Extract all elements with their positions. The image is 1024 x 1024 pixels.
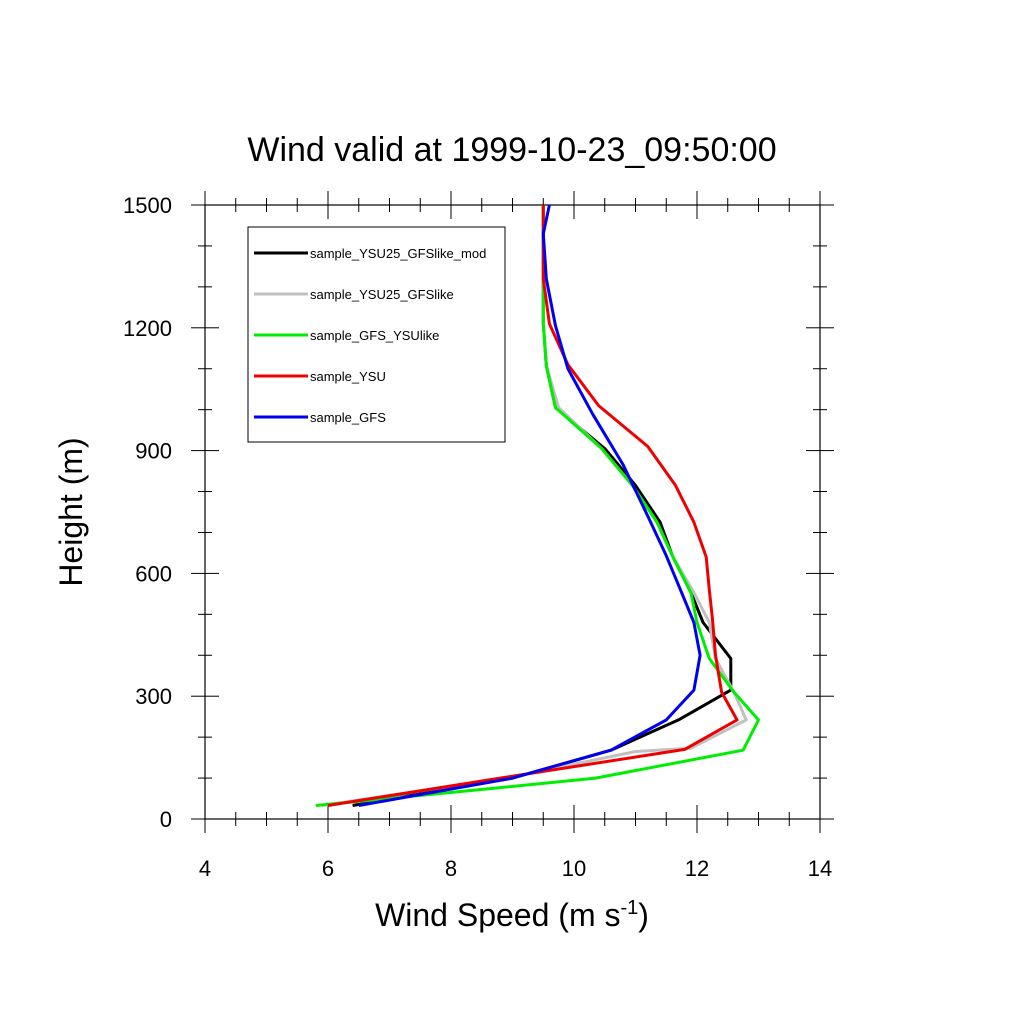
y-tick-label: 300 (135, 684, 172, 709)
legend-label: sample_GFS_YSUlike (310, 328, 439, 343)
y-tick-label: 600 (135, 561, 172, 586)
legend-label: sample_YSU (310, 369, 386, 384)
y-tick-label: 900 (135, 439, 172, 464)
x-tick-label: 6 (322, 856, 334, 881)
y-tick-label: 1500 (123, 193, 172, 218)
series-lines (315, 204, 760, 807)
axis-ticks (191, 191, 834, 833)
chart-title: Wind valid at 1999-10-23_09:50:00 (247, 131, 776, 169)
series-line-sample_GFS_YSUlike (315, 205, 760, 807)
legend: sample_YSU25_GFSlike_mod sample_YSU25_GFS… (247, 226, 506, 443)
legend-label: sample_YSU25_GFSlike (310, 287, 454, 302)
x-axis-label: Wind Speed (m s-1) (375, 897, 649, 933)
y-tick-label: 0 (160, 807, 172, 832)
x-tick-label: 14 (808, 856, 832, 881)
legend-label: sample_GFS (310, 410, 386, 425)
x-axis-label-end: ) (638, 897, 649, 933)
x-tick-label: 8 (445, 856, 457, 881)
x-tick-label: 4 (199, 856, 211, 881)
x-tick-label: 10 (562, 856, 586, 881)
legend-label: sample_YSU25_GFSlike_mod (310, 246, 486, 261)
tick-labels: 4 6 8 10 12 14 0 300 600 900 1200 1500 (123, 193, 832, 881)
x-axis-label-superscript: -1 (620, 897, 638, 919)
y-tick-label: 1200 (123, 316, 172, 341)
y-axis-label: Height (m) (53, 437, 89, 586)
series-line-sample_GFS (358, 204, 702, 807)
x-axis-label-main: Wind Speed (m s (375, 897, 620, 933)
x-tick-label: 12 (685, 856, 709, 881)
